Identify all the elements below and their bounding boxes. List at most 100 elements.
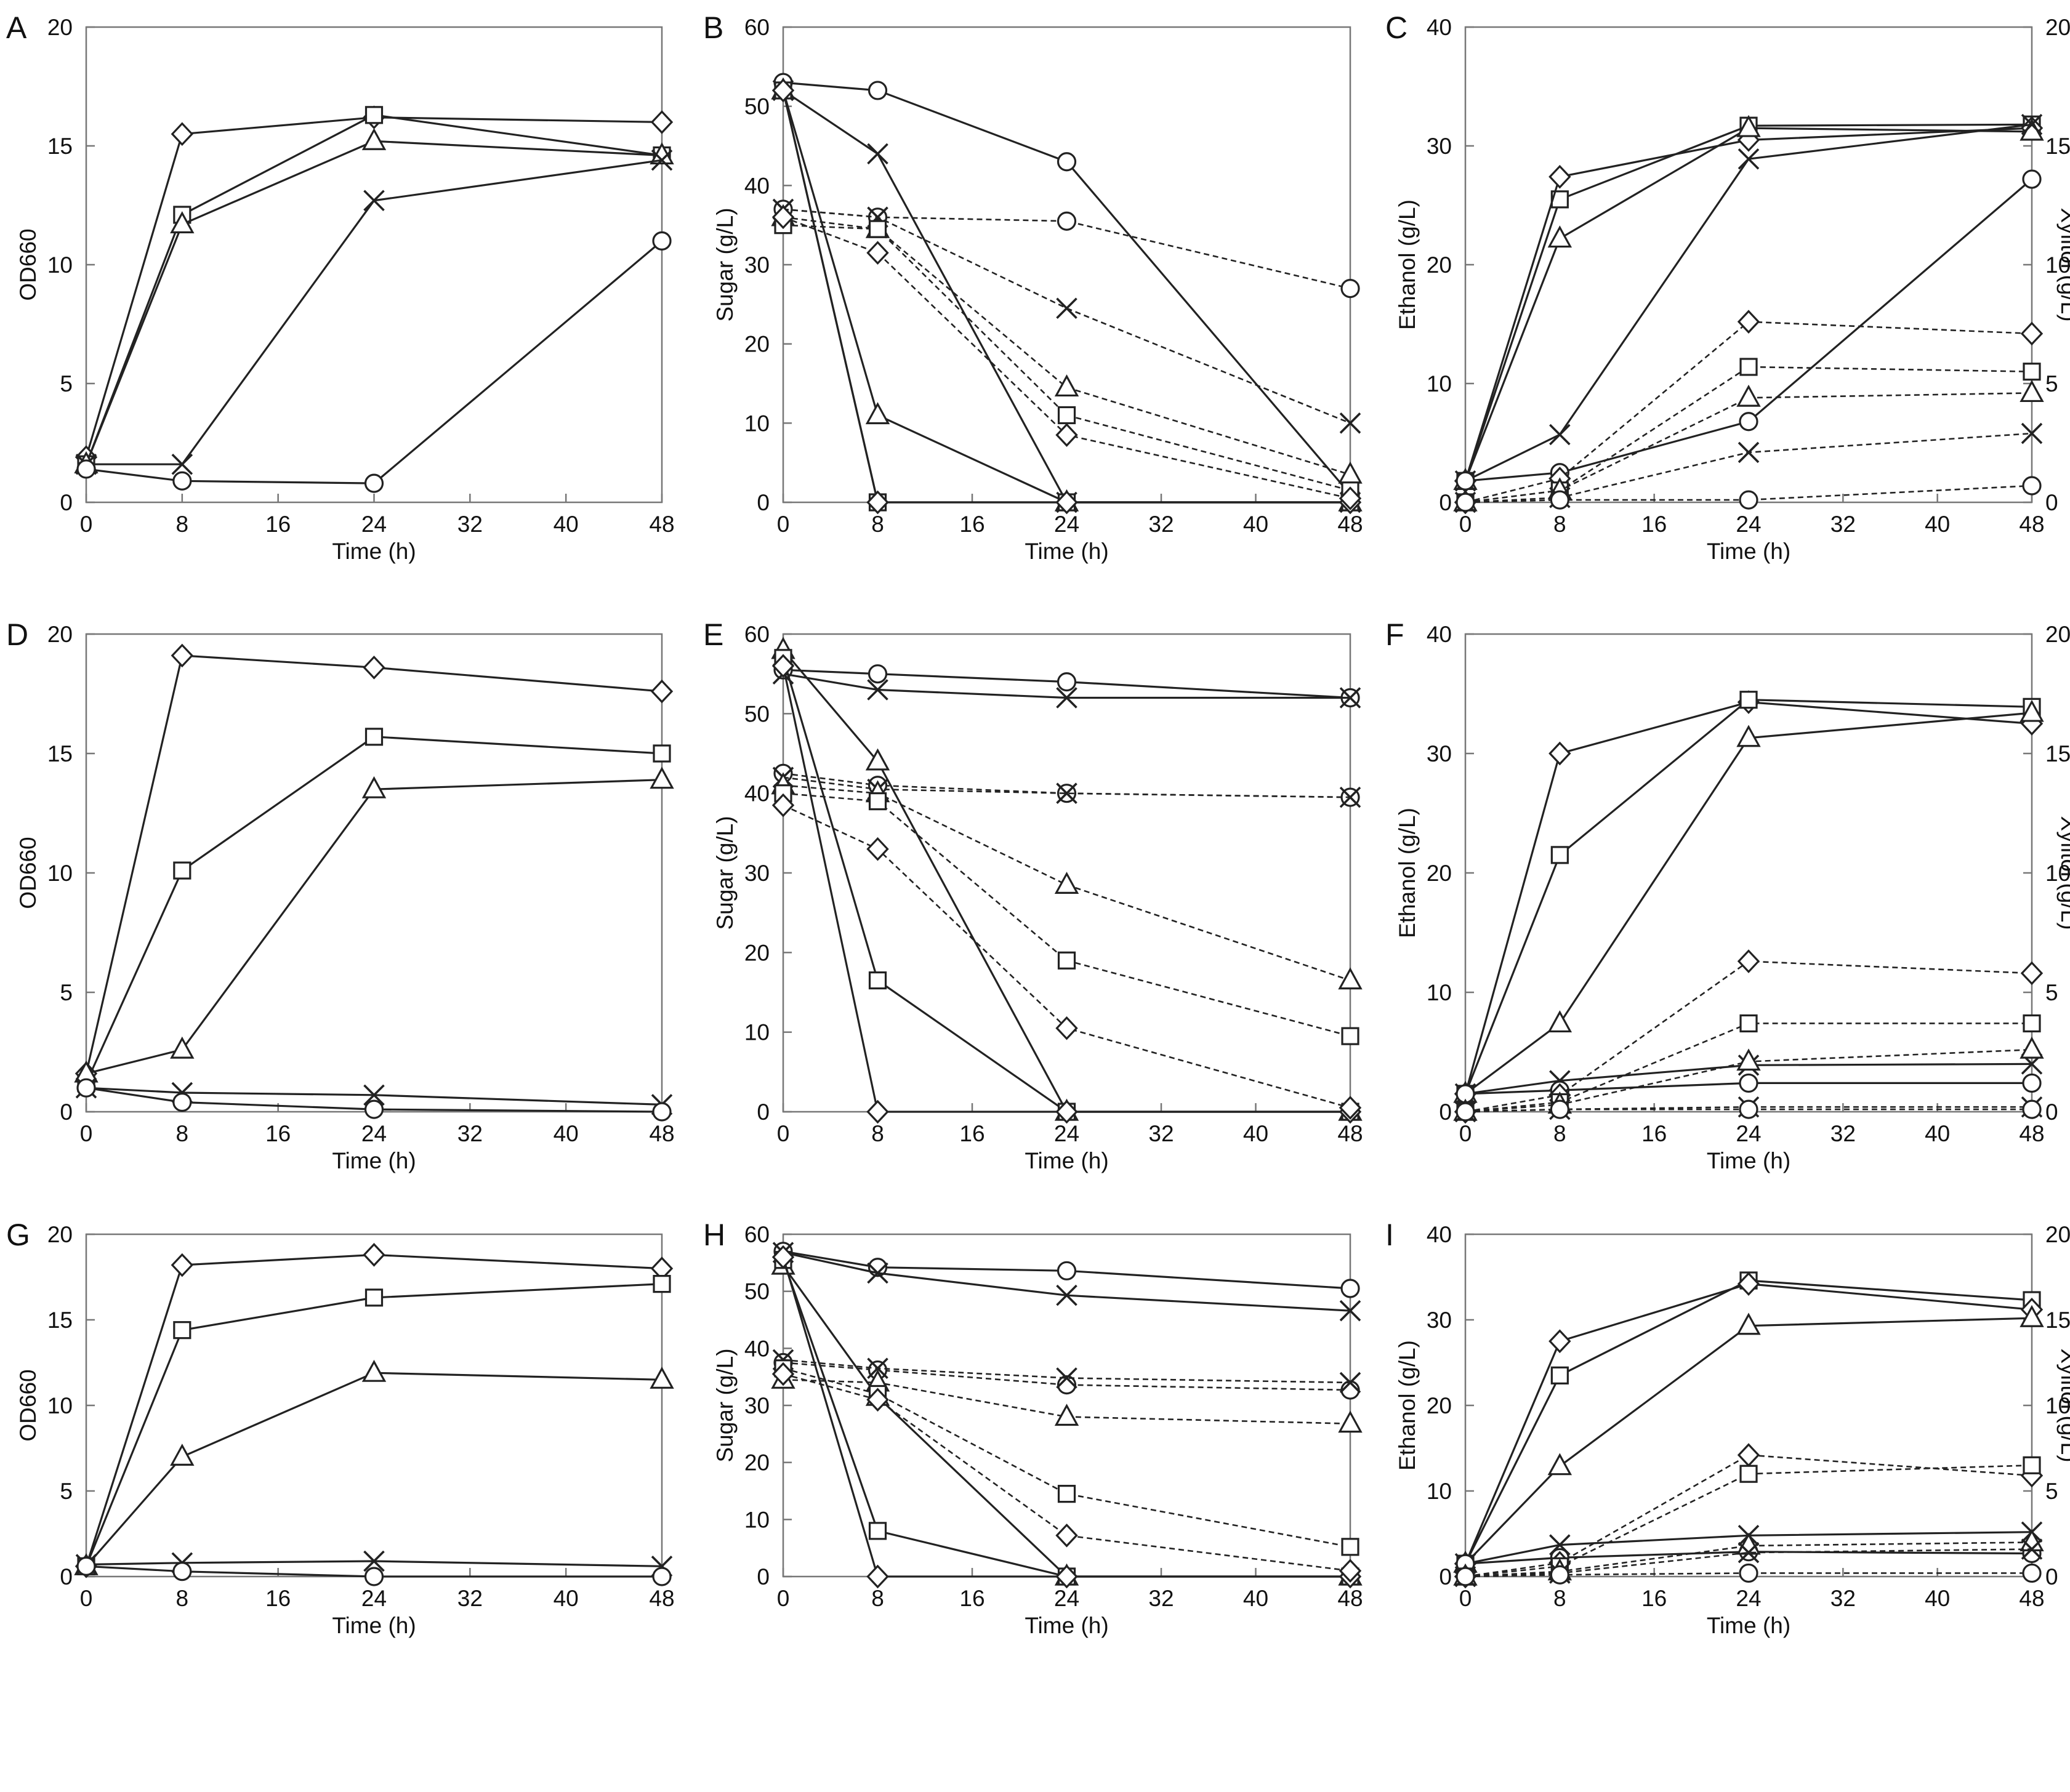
x-tick-label: 40: [554, 1586, 579, 1611]
x-tick-label: 48: [2019, 512, 2044, 537]
series-cross-solid: [772, 79, 1361, 513]
series-cross-solid: [75, 149, 673, 475]
x-axis-label: Time (h): [1707, 1148, 1790, 1173]
data-point-square: [1739, 358, 1758, 376]
x-axis-label: Time (h): [332, 1148, 416, 1173]
data-point-circle: [1057, 1375, 1077, 1395]
y-tick-label: 10: [47, 861, 73, 886]
data-point-diamond: [866, 241, 889, 265]
series-line: [1465, 1023, 2032, 1113]
series-line: [783, 1250, 1351, 1290]
y-tick-label: 10: [744, 411, 770, 436]
data-point-diamond: [1339, 1559, 1362, 1583]
data-point-diamond: [171, 1253, 194, 1277]
series-line: [783, 804, 1351, 1109]
x-tick-label: 48: [1337, 1121, 1363, 1146]
data-point-cross: [1056, 297, 1077, 319]
data-point-circle: [1456, 492, 1475, 512]
data-point-triangle: [1736, 1312, 1761, 1335]
x-tick-label: 0: [777, 1121, 790, 1146]
data-point-diamond: [1737, 1272, 1760, 1296]
x-axis-label: Time (h): [1025, 539, 1108, 564]
series-square-solid: [1456, 691, 2041, 1103]
data-point-diamond: [771, 78, 795, 103]
data-point-diamond: [1548, 741, 1571, 766]
x-tick-label: 48: [2019, 1121, 2044, 1146]
data-point-circle: [1456, 1567, 1475, 1586]
series-line: [1464, 1317, 2032, 1565]
data-point-circle: [76, 1556, 96, 1576]
series-triangle-solid: [74, 127, 674, 473]
series-triangle-solid: [1453, 115, 2044, 490]
data-point-diamond: [771, 793, 795, 818]
data-point-cross: [867, 143, 888, 165]
data-point-circle: [1739, 490, 1758, 510]
series-line: [1465, 321, 2032, 504]
data-point-square: [1057, 406, 1076, 425]
series-line: [1464, 701, 2032, 1095]
data-point-triangle: [1736, 1048, 1761, 1071]
y-axis-label: Sugar (g/L): [712, 816, 738, 930]
data-point-square: [364, 1288, 384, 1307]
series-line: [783, 208, 1351, 424]
data-point-circle: [76, 459, 96, 479]
y-tick-label: 10: [1427, 1479, 1452, 1504]
series-line: [783, 1359, 1351, 1384]
x-tick-label: 0: [80, 1121, 93, 1146]
series-cross-dashed: [772, 198, 1361, 434]
y2-tick-label: 0: [2045, 490, 2058, 515]
y-tick-label: 30: [744, 1393, 770, 1418]
x-tick-label: 32: [1148, 512, 1174, 537]
series-line: [1465, 1465, 2032, 1578]
panel-letter: C: [1385, 10, 1408, 45]
series-line: [1465, 1531, 2032, 1565]
data-point-square: [1739, 691, 1758, 709]
y-axis-label: Ethanol (g/L): [1395, 808, 1420, 938]
x-tick-label: 24: [1054, 1121, 1079, 1146]
y2-tick-label: 5: [2045, 371, 2058, 396]
series-square-dashed: [1456, 358, 2041, 512]
data-point-circle: [172, 471, 192, 491]
y-tick-label: 50: [744, 1279, 770, 1304]
y-tick-label: 20: [47, 622, 73, 647]
y2-axis-label: Xylitol (g/L): [2056, 207, 2070, 321]
y-tick-label: 5: [60, 1479, 73, 1504]
data-point-triangle: [1547, 1453, 1573, 1476]
y-tick-label: 20: [1427, 1393, 1452, 1418]
data-point-triangle: [1736, 384, 1761, 407]
series-line: [1465, 1082, 2032, 1095]
data-point-square: [1739, 1014, 1758, 1033]
x-tick-label: 40: [1925, 512, 1950, 537]
series-line: [783, 792, 1351, 1037]
series-line: [86, 1560, 662, 1567]
x-tick-label: 32: [1148, 1121, 1174, 1146]
y-tick-label: 50: [744, 94, 770, 119]
series-diamond-solid: [771, 78, 1362, 515]
data-point-cross: [867, 1262, 888, 1284]
x-axis-label: Time (h): [1025, 1148, 1108, 1173]
x-tick-label: 8: [176, 1121, 189, 1146]
series-diamond-dashed: [771, 793, 1362, 1120]
y-tick-label: 40: [744, 173, 770, 198]
y-tick-label: 20: [1427, 252, 1452, 278]
x-tick-label: 40: [554, 512, 579, 537]
data-point-diamond: [1055, 1016, 1078, 1040]
y2-tick-label: 15: [2045, 741, 2070, 766]
x-tick-label: 24: [1054, 512, 1079, 537]
data-point-square: [2023, 1456, 2041, 1474]
data-point-diamond: [650, 679, 674, 704]
plot-frame: [85, 633, 663, 1113]
data-point-square: [2023, 363, 2041, 381]
x-tick-label: 40: [554, 1121, 579, 1146]
x-tick-label: 24: [361, 1586, 387, 1611]
data-point-cross: [2021, 113, 2043, 135]
y-axis-label: Ethanol (g/L): [1395, 199, 1420, 330]
x-tick-label: 32: [1830, 1586, 1856, 1611]
x-tick-label: 40: [1243, 1586, 1268, 1611]
y-tick-label: 0: [1439, 490, 1452, 515]
data-point-diamond: [171, 122, 194, 147]
data-point-circle: [1550, 490, 1569, 510]
data-point-diamond: [1548, 1329, 1571, 1354]
y2-tick-label: 5: [2045, 1479, 2058, 1504]
x-axis-label: Time (h): [332, 1613, 416, 1638]
